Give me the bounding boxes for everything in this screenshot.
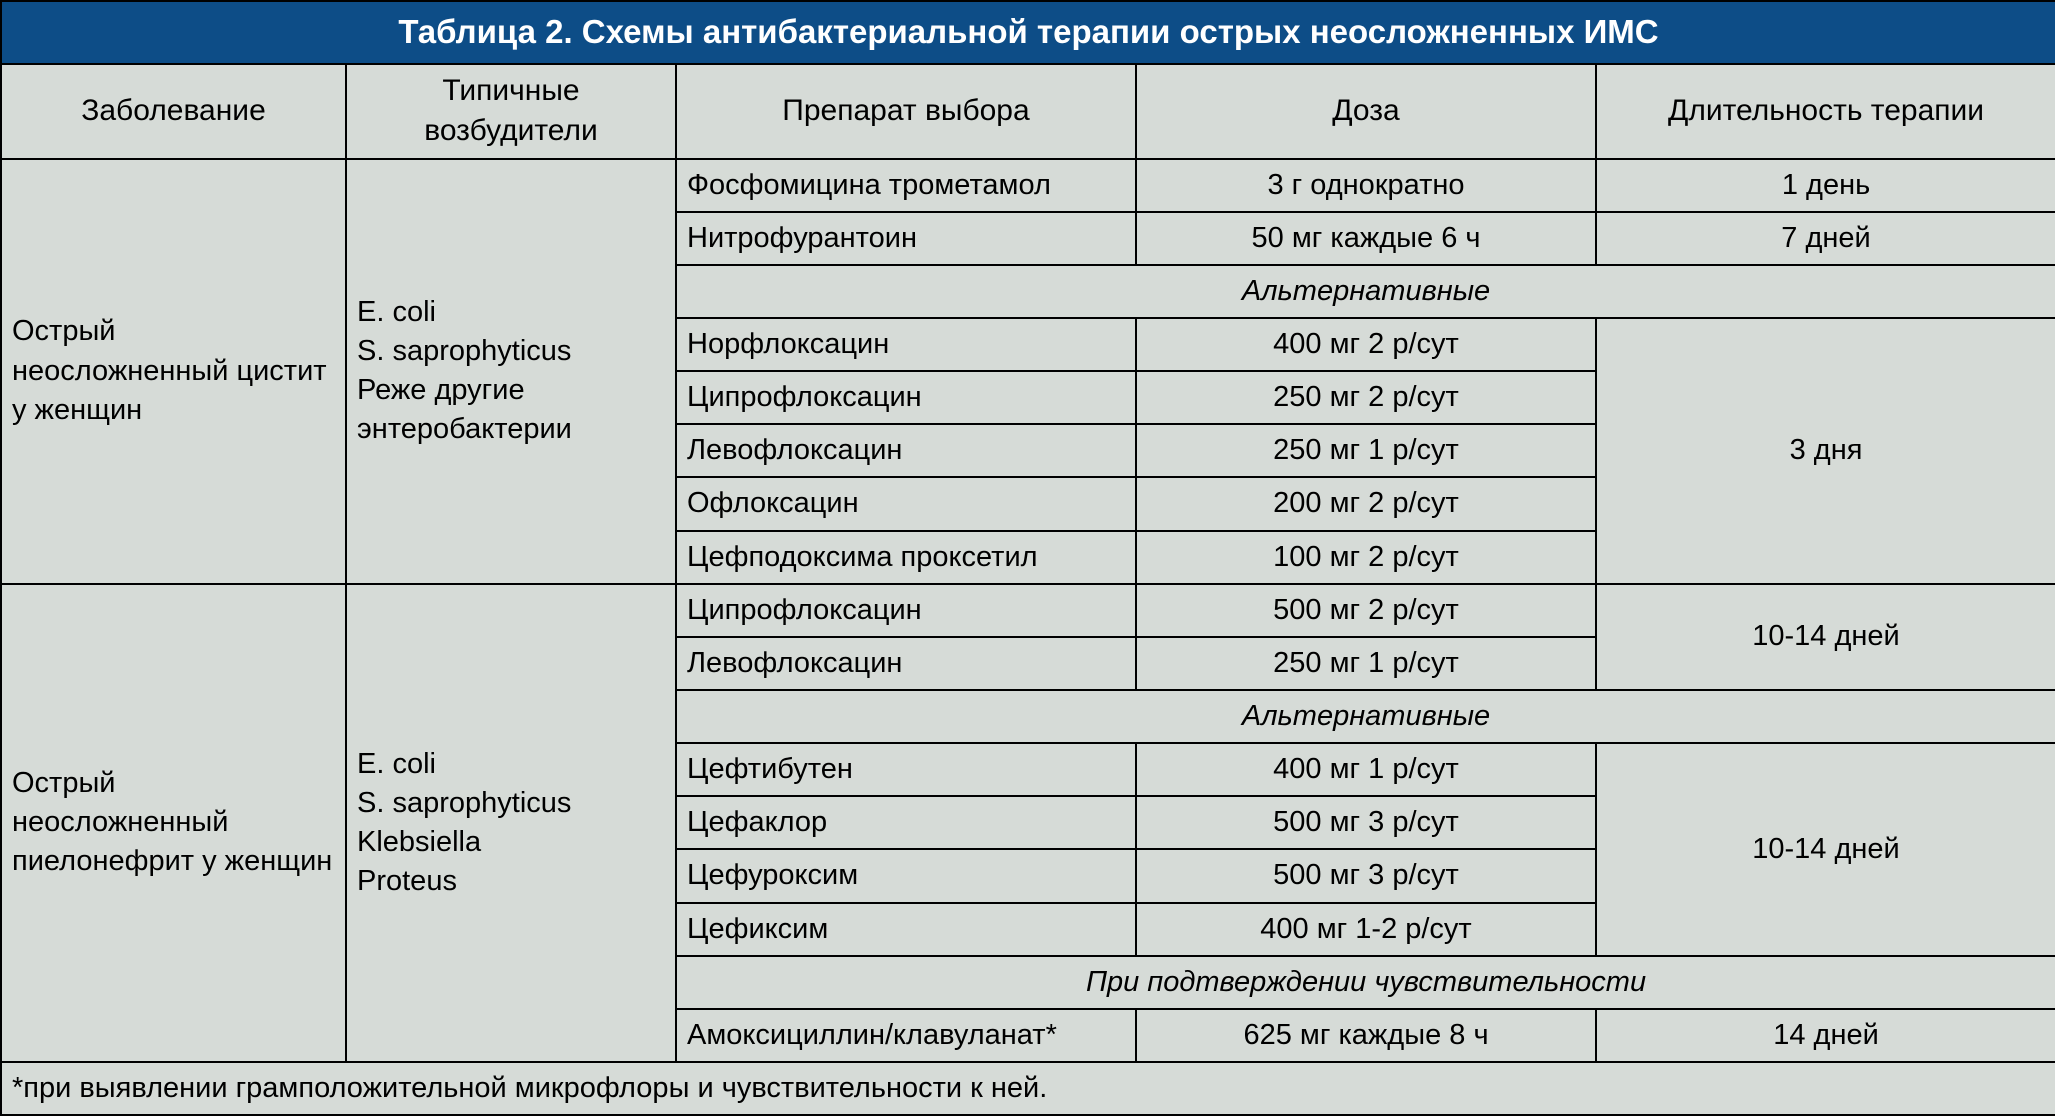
dose-cell: 625 мг каждые 8 ч bbox=[1136, 1009, 1596, 1062]
duration-cell: 7 дней bbox=[1596, 212, 2055, 265]
footnote: *при выявлении грамположительной микрофл… bbox=[1, 1062, 2055, 1115]
disease-2: Острый неосложненный пиелонефрит у женщи… bbox=[1, 584, 346, 1062]
dose-cell: 250 мг 2 р/сут bbox=[1136, 371, 1596, 424]
dose-cell: 50 мг каждые 6 ч bbox=[1136, 212, 1596, 265]
drug-cell: Цефиксим bbox=[676, 903, 1136, 956]
dose-cell: 400 мг 1-2 р/сут bbox=[1136, 903, 1596, 956]
duration-cell: 3 дня bbox=[1596, 318, 2055, 584]
duration-cell: 10-14 дней bbox=[1596, 584, 2055, 690]
dose-cell: 250 мг 1 р/сут bbox=[1136, 424, 1596, 477]
duration-cell: 10-14 дней bbox=[1596, 743, 2055, 956]
drug-cell: Левофлоксацин bbox=[676, 637, 1136, 690]
drug-cell: Нитрофурантоин bbox=[676, 212, 1136, 265]
drug-cell: Левофлоксацин bbox=[676, 424, 1136, 477]
drug-cell: Цефтибутен bbox=[676, 743, 1136, 796]
dose-cell: 250 мг 1 р/сут bbox=[1136, 637, 1596, 690]
drug-cell: Амоксициллин/клавуланат* bbox=[676, 1009, 1136, 1062]
pathogens-1: E. coli S. saprophyticus Реже другие энт… bbox=[346, 159, 676, 584]
alt-header-1: Альтернативные bbox=[676, 265, 2055, 318]
drug-cell: Цефподоксима проксетил bbox=[676, 531, 1136, 584]
dose-cell: 500 мг 3 р/сут bbox=[1136, 796, 1596, 849]
dose-cell: 200 мг 2 р/сут bbox=[1136, 477, 1596, 530]
drug-cell: Норфлоксацин bbox=[676, 318, 1136, 371]
dose-cell: 500 мг 2 р/сут bbox=[1136, 584, 1596, 637]
col-header-dose: Доза bbox=[1136, 64, 1596, 159]
duration-cell: 14 дней bbox=[1596, 1009, 2055, 1062]
dose-cell: 400 мг 2 р/сут bbox=[1136, 318, 1596, 371]
col-header-disease: Заболевание bbox=[1, 64, 346, 159]
sens-header: При подтверждении чувствительности bbox=[676, 956, 2055, 1009]
dose-cell: 100 мг 2 р/сут bbox=[1136, 531, 1596, 584]
dose-cell: 500 мг 3 р/сут bbox=[1136, 849, 1596, 902]
therapy-table: Таблица 2. Схемы антибактериальной терап… bbox=[0, 0, 2055, 1116]
col-header-pathogens: Типичные возбудители bbox=[346, 64, 676, 159]
col-header-duration: Длительность терапии bbox=[1596, 64, 2055, 159]
drug-cell: Цефаклор bbox=[676, 796, 1136, 849]
drug-cell: Офлоксацин bbox=[676, 477, 1136, 530]
dose-cell: 400 мг 1 р/сут bbox=[1136, 743, 1596, 796]
table-title: Таблица 2. Схемы антибактериальной терап… bbox=[1, 1, 2055, 64]
col-header-drug: Препарат выбора bbox=[676, 64, 1136, 159]
drug-cell: Фосфомицина трометамол bbox=[676, 159, 1136, 212]
disease-1: Острый неосложненный цистит у женщин bbox=[1, 159, 346, 584]
drug-cell: Ципрофлоксацин bbox=[676, 584, 1136, 637]
dose-cell: 3 г однократно bbox=[1136, 159, 1596, 212]
alt-header-2: Альтернативные bbox=[676, 690, 2055, 743]
duration-cell: 1 день bbox=[1596, 159, 2055, 212]
pathogens-2: E. coli S. saprophyticus Klebsiella Prot… bbox=[346, 584, 676, 1062]
drug-cell: Ципрофлоксацин bbox=[676, 371, 1136, 424]
drug-cell: Цефуроксим bbox=[676, 849, 1136, 902]
